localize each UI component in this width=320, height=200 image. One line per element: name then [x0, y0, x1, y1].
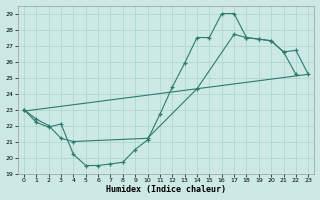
X-axis label: Humidex (Indice chaleur): Humidex (Indice chaleur) [106, 185, 226, 194]
